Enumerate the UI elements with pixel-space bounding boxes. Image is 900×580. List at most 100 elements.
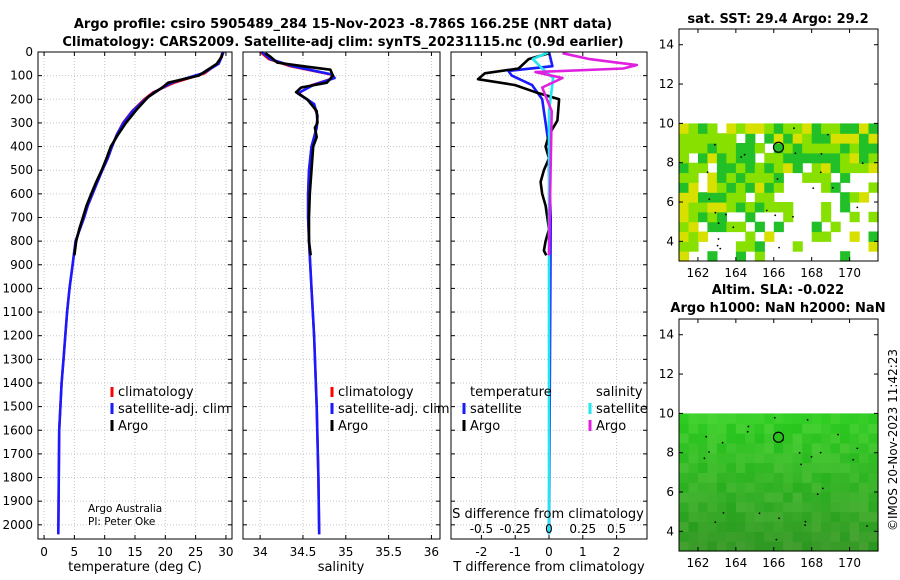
map-cell	[707, 433, 718, 444]
map-cell	[735, 472, 746, 483]
map-cell	[868, 182, 879, 193]
salinity-legend: climatology satellite-adj. clim Argo	[330, 385, 450, 434]
map-cell	[698, 231, 709, 242]
map-cell	[698, 162, 709, 174]
map-cell	[802, 152, 813, 164]
map-cell	[745, 433, 756, 444]
coastline-speck	[794, 152, 797, 155]
map-cell	[821, 492, 832, 503]
map-cell	[773, 221, 784, 233]
s-tick-label: -0.5	[470, 522, 493, 536]
map-cell	[716, 433, 727, 444]
map-cell	[726, 143, 737, 154]
map-cell	[698, 211, 709, 223]
map-cell	[830, 123, 841, 134]
map-cell	[764, 162, 775, 174]
map-cell	[698, 462, 709, 473]
map-cell	[707, 492, 718, 503]
map-cell	[707, 133, 718, 144]
map-cell	[754, 423, 765, 434]
map-cell	[802, 442, 813, 454]
map-cell	[821, 442, 832, 454]
map-cell	[830, 472, 841, 483]
x-tick-label: 2	[613, 545, 621, 559]
coastline-speck	[773, 416, 776, 419]
map-cell	[868, 143, 879, 154]
map-cell	[802, 433, 813, 444]
map-cell	[802, 472, 813, 483]
map-cell	[783, 133, 794, 144]
map-cell	[849, 192, 860, 203]
coastline-speck	[775, 538, 778, 541]
map-cell	[745, 172, 756, 183]
map-cell	[679, 452, 690, 464]
coastline-speck	[703, 457, 706, 460]
x-tick-label: 30	[218, 545, 233, 559]
map-cell	[802, 462, 813, 473]
map-cell	[745, 133, 756, 144]
attribution-org: Argo Australia	[88, 503, 162, 515]
y-tick-label: 1000	[2, 281, 33, 295]
map-cell	[792, 492, 803, 503]
map-cell	[745, 182, 756, 193]
map-cell	[821, 143, 832, 154]
map-cell	[792, 133, 803, 144]
map-cell	[792, 462, 803, 473]
x-tick-label: 20	[158, 545, 173, 559]
map-cell	[821, 162, 832, 174]
attribution-pi: PI: Peter Oke	[88, 516, 155, 528]
series-line-salinity-satellite	[531, 50, 555, 535]
map-cell	[735, 413, 746, 424]
map-cell	[868, 511, 879, 523]
map-cell	[840, 162, 851, 174]
map-cell	[811, 521, 822, 532]
map-cell	[859, 462, 870, 473]
map-cell	[735, 531, 746, 542]
map-cell	[811, 133, 822, 144]
map-cell	[783, 531, 794, 542]
coastline-speck	[831, 186, 834, 189]
map-cell	[745, 143, 756, 154]
coastline-speck	[793, 127, 795, 130]
map-cell	[764, 202, 775, 213]
map-cell	[698, 472, 709, 483]
map-cell	[735, 202, 746, 213]
y-tick-label: 1800	[2, 471, 33, 485]
map-cell	[849, 472, 860, 483]
map-cell	[830, 182, 841, 193]
sst-map-title: sat. SST: 29.4 Argo: 29.2	[687, 12, 868, 27]
map-cell	[716, 202, 727, 213]
map-cell	[679, 442, 690, 454]
y-tick-label: 4	[666, 234, 674, 248]
x-tick-label: 164	[724, 266, 747, 280]
figure-title-line2: Climatology: CARS2009. Satellite-adj cli…	[62, 35, 623, 50]
map-cell	[840, 452, 851, 464]
map-cell	[679, 133, 690, 144]
coastline-speck	[821, 487, 824, 490]
map-cell	[707, 472, 718, 483]
map-cell	[868, 152, 879, 164]
x-tick-label: 0	[545, 545, 553, 559]
map-cell	[859, 442, 870, 454]
x-tick-label: 15	[127, 545, 142, 559]
series-line-argo	[264, 52, 335, 256]
map-cell	[783, 162, 794, 174]
map-cell	[707, 221, 718, 233]
map-cell	[745, 413, 756, 424]
map-cell	[688, 482, 699, 493]
difference-panel: -2 -1 0 1 2 -0.5 -0.25 0 0.25 0.5 S difference fr…	[450, 50, 648, 575]
coastline-speck	[717, 222, 720, 225]
map-cell	[764, 433, 775, 444]
map-cell	[764, 511, 775, 523]
map-cell	[792, 521, 803, 532]
map-cell	[811, 172, 822, 183]
map-cell	[716, 511, 727, 523]
map-cell	[735, 492, 746, 503]
map-cell	[688, 202, 699, 213]
legend-t-argo-label: Argo	[470, 419, 500, 434]
map-cell	[811, 531, 822, 542]
map-cell	[707, 172, 718, 183]
map-cell	[849, 152, 860, 164]
legend-s-argo-label: Argo	[596, 419, 626, 434]
legend-argo-label: Argo	[338, 419, 368, 434]
